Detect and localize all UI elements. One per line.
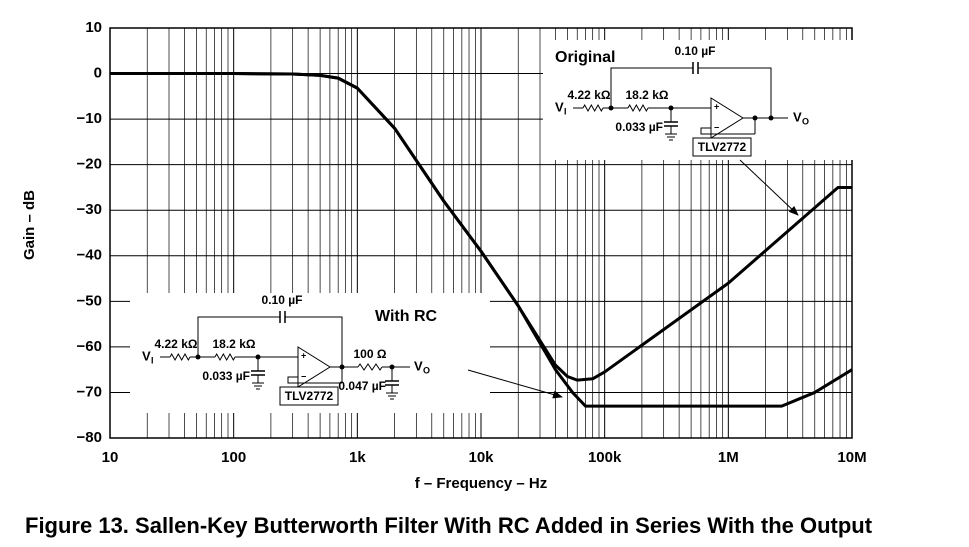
wire <box>285 316 343 367</box>
r2-label: 18.2 kΩ <box>213 337 256 351</box>
wire <box>698 67 772 118</box>
schematic-inset: With RCV I4.22 kΩ 18.2 kΩ0.033 µF+−TLV2772… <box>130 293 490 413</box>
op-amp-minus: − <box>301 371 306 381</box>
resistor <box>627 103 649 113</box>
op-amp-minus: − <box>714 122 719 132</box>
y-tick-label: −20 <box>77 156 102 173</box>
x-axis-label: f – Frequency – Hz <box>415 475 548 492</box>
y-tick-label: −40 <box>77 247 102 264</box>
r2-label: 18.2 kΩ <box>626 88 669 102</box>
plot-frame <box>109 27 853 439</box>
wire <box>610 67 693 108</box>
resistor <box>169 352 191 362</box>
resistor <box>214 352 236 362</box>
op-amp-box <box>279 386 339 406</box>
y-tick-label: −10 <box>77 110 102 127</box>
op-amp-label: TLV2772 <box>698 140 747 154</box>
r3-label: 100 Ω <box>354 347 387 361</box>
wire <box>700 127 755 135</box>
figure-caption: Figure 13. Sallen-Key Butterworth Filter… <box>25 513 873 538</box>
x-tick-label: 1k <box>349 449 366 466</box>
c1-label: 0.033 µF <box>202 369 250 383</box>
voltage-subscript: O <box>423 365 430 375</box>
wire <box>197 316 280 357</box>
y-tick-label: −80 <box>77 429 102 446</box>
op-amp <box>297 346 331 388</box>
r1-label: 4.22 kΩ <box>155 337 198 351</box>
feedback-cap-label: 0.10 µF <box>675 44 716 58</box>
x-tick-label: 10k <box>468 449 494 466</box>
voltage-subscript: I <box>564 106 567 116</box>
voltage-symbol: V <box>142 348 151 363</box>
x-tick-label: 100 <box>221 449 246 466</box>
c2-label: 0.047 µF <box>338 379 386 393</box>
y-tick-label: 10 <box>85 19 102 36</box>
y-tick-label: −30 <box>77 201 102 218</box>
op-amp-plus: + <box>301 350 306 360</box>
r1-label: 4.22 kΩ <box>568 88 611 102</box>
x-tick-label: 1M <box>718 449 739 466</box>
feedback-cap-label: 0.10 µF <box>262 293 303 307</box>
op-amp-box <box>692 137 752 157</box>
c1-label: 0.033 µF <box>615 120 663 134</box>
voltage-symbol: V <box>793 109 802 124</box>
resistor <box>357 363 383 371</box>
voltage-subscript: O <box>802 116 809 126</box>
inset-title: With RC <box>375 308 438 325</box>
x-tick-label: 100k <box>588 449 622 466</box>
pointer-arrow <box>467 369 563 399</box>
op-amp-label: TLV2772 <box>285 389 334 403</box>
y-tick-label: −60 <box>77 338 102 355</box>
series-line <box>110 72 853 408</box>
y-tick-label: −50 <box>77 292 102 309</box>
op-amp-plus: + <box>714 101 719 111</box>
resistor <box>582 103 604 113</box>
y-axis-label: Gain – dB <box>21 190 38 260</box>
y-tick-label: 0 <box>94 65 102 82</box>
x-tick-label: 10 <box>102 449 119 466</box>
pointer-arrow <box>739 159 799 216</box>
voltage-symbol: V <box>414 358 423 373</box>
inset-title: Original <box>555 49 615 66</box>
voltage-subscript: I <box>151 355 154 365</box>
voltage-symbol: V <box>555 99 564 114</box>
x-tick-label: 10M <box>837 449 866 466</box>
wire <box>287 376 342 384</box>
y-tick-label: −70 <box>77 383 102 400</box>
op-amp <box>710 97 744 139</box>
